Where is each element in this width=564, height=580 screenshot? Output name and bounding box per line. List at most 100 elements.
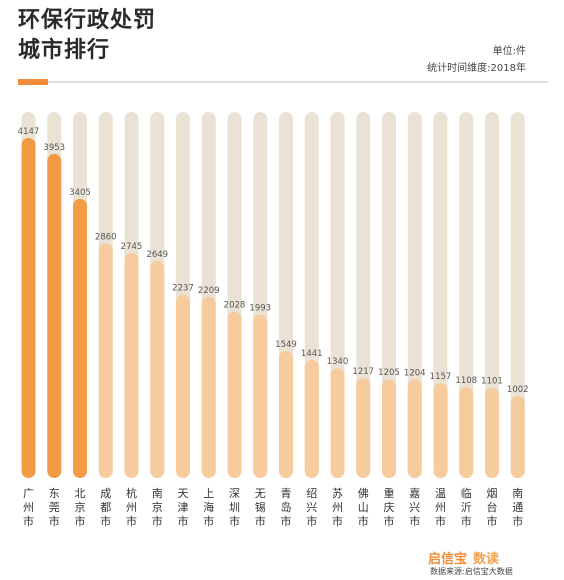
- value-label: 1002: [507, 385, 529, 395]
- value-label: 1157: [430, 372, 452, 382]
- category-label: 市: [512, 514, 523, 528]
- bar: [279, 351, 293, 478]
- value-label: 2745: [121, 242, 143, 252]
- category-label: 岛: [281, 500, 292, 514]
- bar: [382, 379, 396, 478]
- category-label: 重: [384, 486, 395, 500]
- category-label: 市: [384, 514, 395, 528]
- value-label: 1340: [327, 357, 349, 367]
- category-label: 佛: [358, 487, 369, 500]
- category-label: 市: [178, 514, 189, 528]
- category-label: 市: [332, 514, 343, 528]
- category-label: 南: [152, 487, 163, 500]
- bar-track: [485, 112, 499, 478]
- title-line-2: 城市排行: [18, 38, 111, 63]
- value-label: 4147: [18, 127, 40, 137]
- bar: [227, 311, 242, 478]
- category-label: 市: [435, 514, 446, 528]
- bar: [510, 395, 525, 478]
- category-label: 圳: [229, 501, 240, 514]
- chart-title: 环保行政处罚 城市排行: [18, 6, 156, 66]
- value-label: 2028: [224, 301, 246, 311]
- category-label: 台: [487, 500, 498, 514]
- category-label: 市: [487, 514, 498, 528]
- category-label: 无: [255, 487, 266, 500]
- category-label: 市: [306, 514, 317, 528]
- category-label: 临: [461, 486, 472, 500]
- bar-track: [459, 112, 474, 478]
- category-label: 京: [152, 500, 163, 514]
- bar-track: [510, 112, 525, 478]
- bar: [356, 378, 371, 478]
- category-label: 市: [409, 514, 420, 528]
- value-label: 3953: [43, 143, 65, 153]
- category-label: 都: [100, 501, 111, 514]
- title-accent-bar: [18, 79, 48, 85]
- bar: [433, 383, 448, 478]
- category-label: 北: [75, 487, 86, 500]
- value-label: 1441: [301, 349, 323, 359]
- value-label: 2237: [172, 284, 194, 294]
- bar: [73, 198, 87, 478]
- category-label: 州: [126, 501, 137, 514]
- category-label: 市: [229, 514, 240, 528]
- category-label: 市: [49, 514, 60, 528]
- value-label: 1993: [249, 304, 271, 314]
- data-source: 数据来源:启信宝大数据: [430, 567, 513, 576]
- category-label: 通: [512, 501, 523, 514]
- category-label: 州: [435, 501, 446, 514]
- category-label: 青: [281, 487, 292, 500]
- bar: [407, 379, 422, 478]
- category-label: 市: [75, 514, 86, 528]
- value-label: 1217: [352, 367, 374, 377]
- category-label: 广: [23, 487, 34, 500]
- bar: [176, 294, 190, 478]
- unit-label: 单位:件: [492, 46, 526, 57]
- bar: [304, 359, 319, 478]
- category-label: 苏: [332, 487, 343, 500]
- bar: [330, 368, 345, 478]
- category-label: 深: [229, 487, 240, 500]
- category-label: 市: [203, 514, 214, 528]
- bar: [21, 138, 36, 478]
- value-label: 2649: [146, 250, 168, 260]
- category-label: 嘉: [409, 486, 420, 500]
- bar: [124, 252, 139, 478]
- category-label: 市: [100, 514, 111, 528]
- category-label: 成: [100, 487, 111, 500]
- value-label: 1108: [455, 376, 477, 386]
- category-label: 市: [152, 514, 163, 528]
- category-label: 南: [512, 487, 523, 500]
- value-label: 2860: [95, 233, 117, 243]
- bar: [201, 296, 216, 478]
- category-label: 温: [435, 487, 446, 500]
- category-label: 绍: [306, 486, 317, 500]
- category-label: 州: [332, 501, 343, 514]
- category-label: 京: [75, 500, 86, 514]
- category-label: 津: [178, 501, 189, 514]
- category-label: 东: [49, 487, 60, 500]
- value-label: 1205: [378, 368, 400, 378]
- value-label: 3405: [69, 188, 91, 198]
- category-label: 庆: [384, 500, 395, 514]
- category-label: 莞: [49, 501, 60, 514]
- bar: [150, 260, 165, 478]
- category-label: 烟: [487, 486, 498, 500]
- category-label: 山: [358, 501, 369, 514]
- brand-logo: 启信宝 数读: [428, 548, 499, 567]
- title-line-1: 环保行政处罚: [18, 8, 157, 33]
- category-label: 市: [126, 514, 137, 528]
- value-label: 2209: [198, 286, 220, 296]
- bar: [485, 387, 499, 478]
- category-label: 兴: [306, 501, 317, 514]
- category-label: 杭: [126, 486, 137, 500]
- bar: [47, 153, 62, 479]
- category-label: 市: [358, 514, 369, 528]
- bar: [98, 243, 113, 478]
- brand-name: 启信宝: [428, 552, 468, 567]
- value-label: 1101: [481, 377, 503, 387]
- header-divider: [48, 81, 548, 83]
- category-label: 海: [203, 500, 214, 514]
- time-dimension-label: 统计时间维度:2018年: [427, 63, 526, 74]
- category-label: 市: [255, 514, 266, 528]
